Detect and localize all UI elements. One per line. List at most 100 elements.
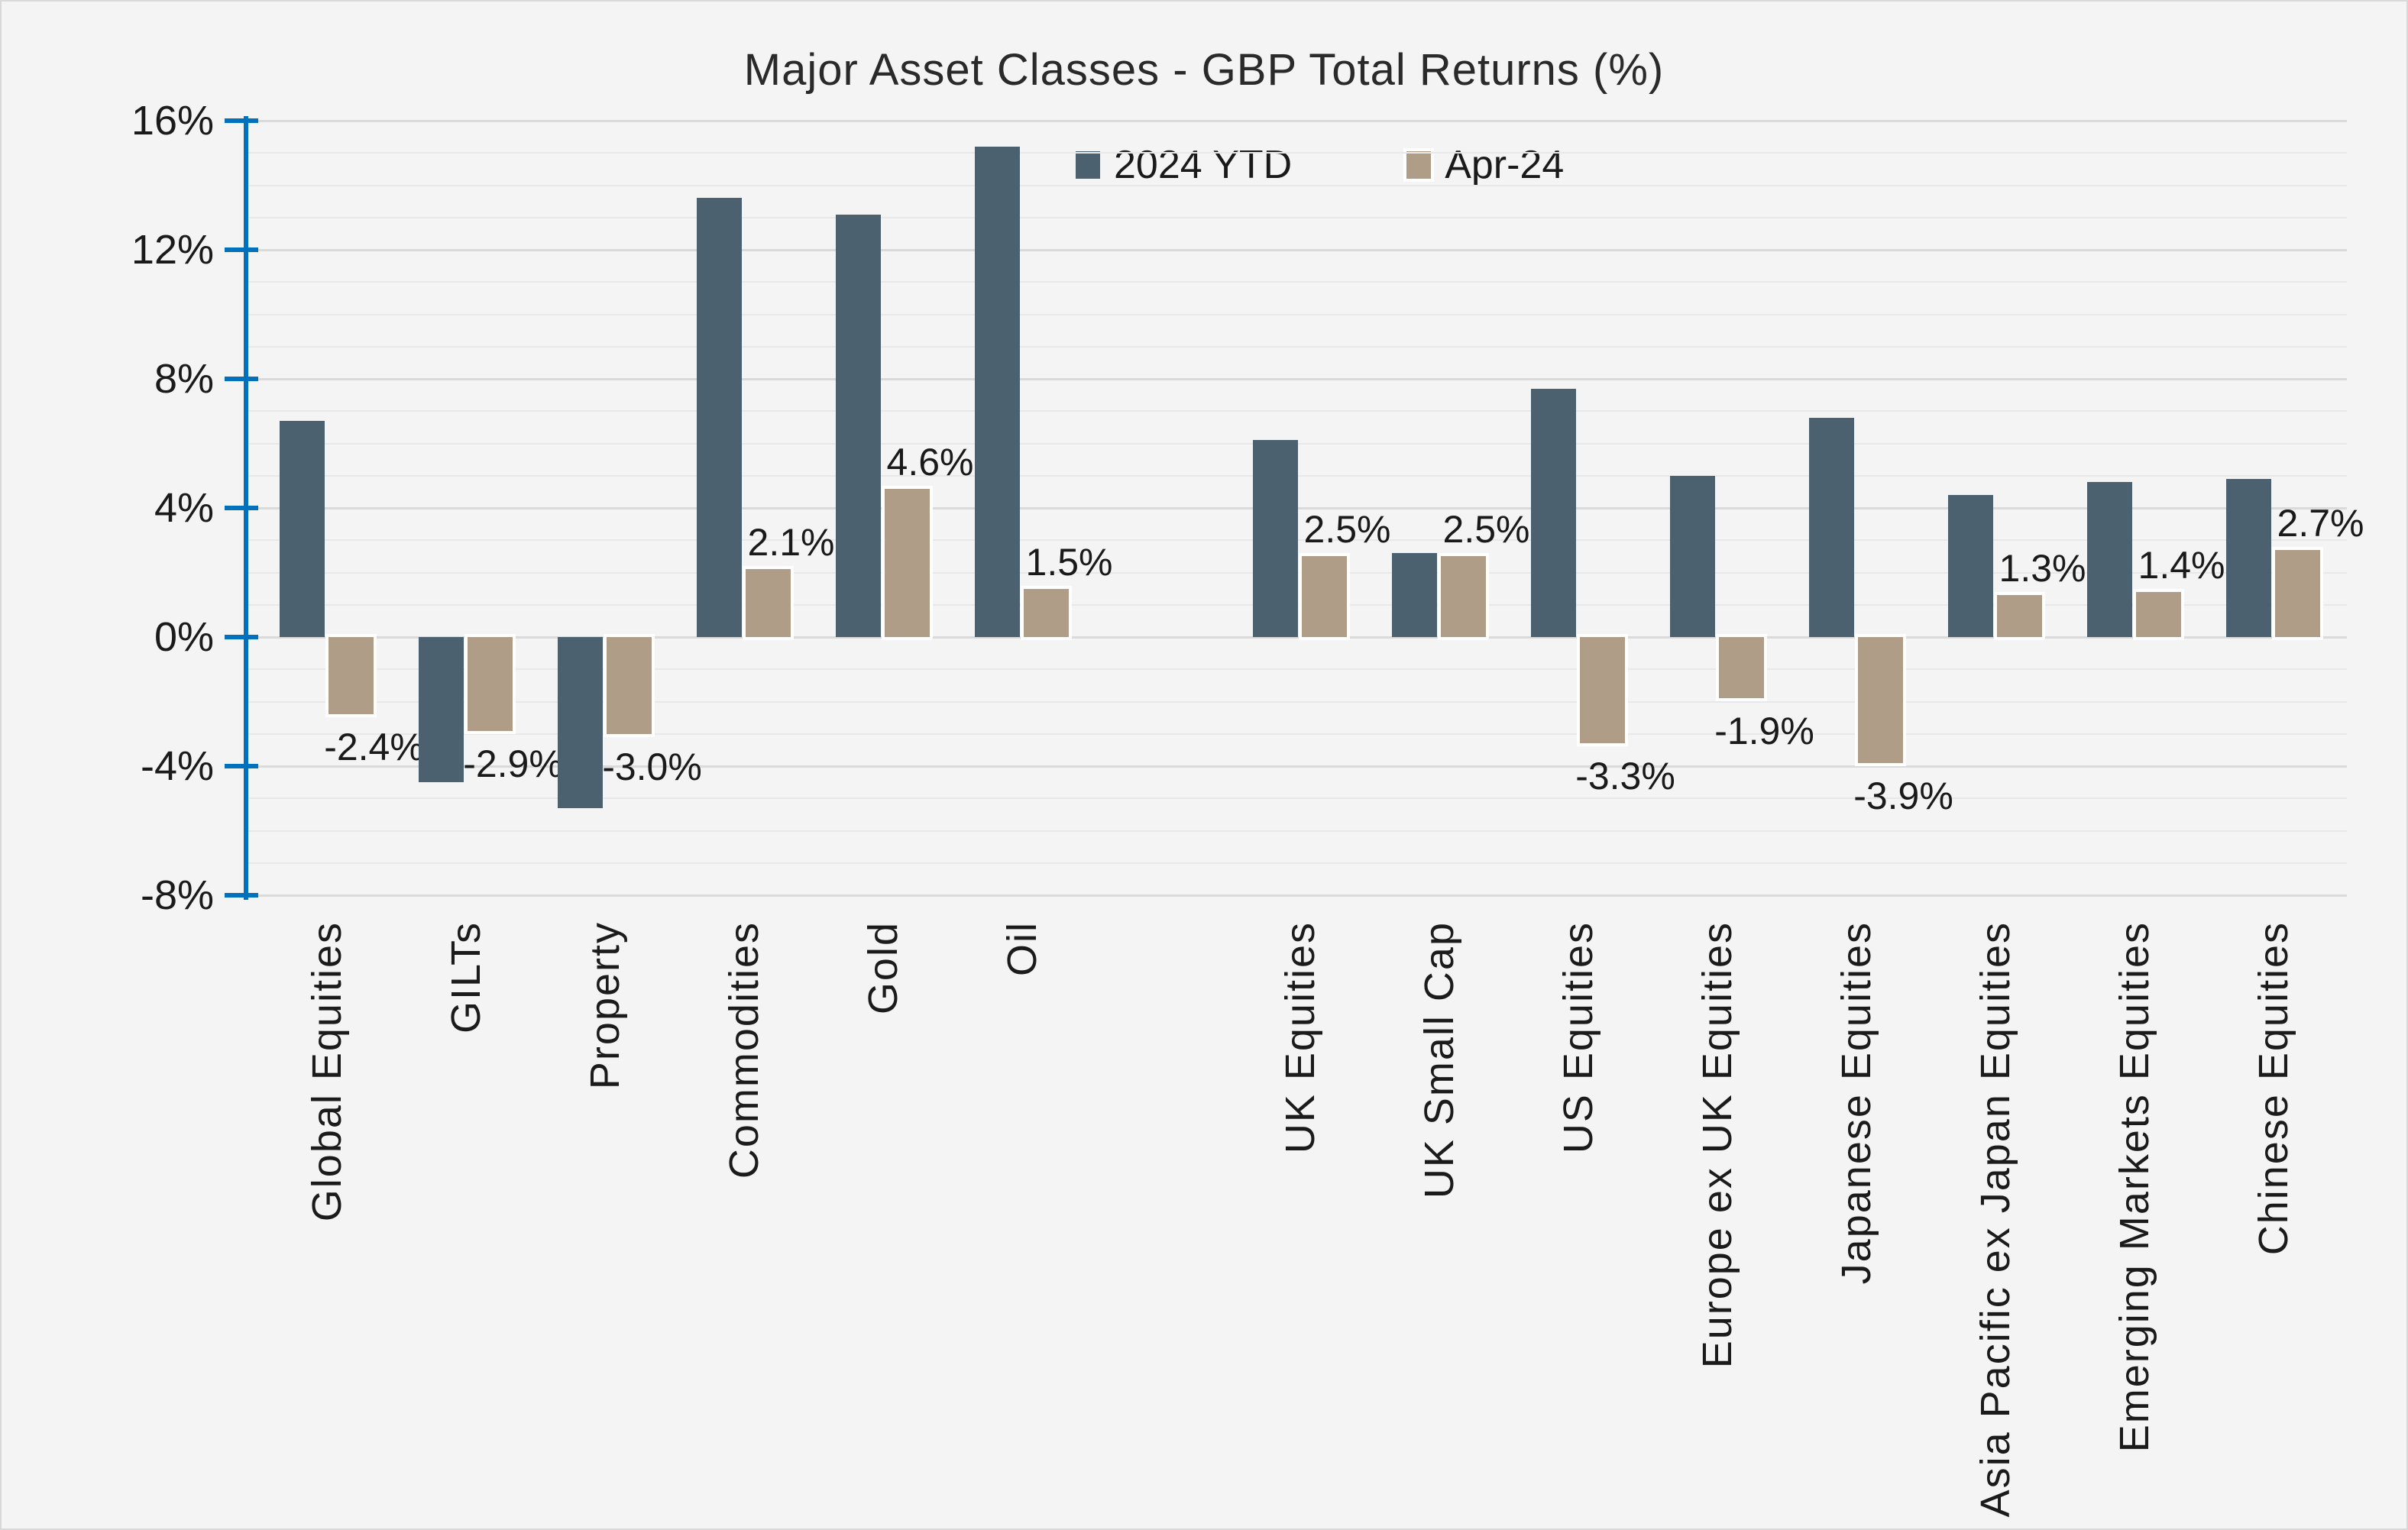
bar-apr-24-7: [1302, 556, 1347, 637]
bar-apr-24-3: [607, 637, 652, 734]
y-axis-tick: [225, 118, 258, 123]
bar-apr-24-14: [2275, 549, 2320, 637]
bar-apr-24-10: [1719, 637, 1764, 699]
category-label-wrap-7: UK Equities: [1275, 921, 1325, 1153]
category-label-3: Property: [581, 921, 628, 1090]
bar-apr-24-8: [1441, 556, 1486, 637]
bar-2024-ytd-14: [2226, 478, 2271, 637]
category-label-wrap-1: Global Equities: [302, 921, 352, 1221]
data-label-apr-24-1: -2.4%: [324, 726, 424, 769]
y-axis-tick-label: 0%: [154, 614, 214, 660]
category-label-wrap-12: Asia Pacific ex Japan Equities: [1970, 921, 2021, 1517]
data-label-apr-24-7: 2.5%: [1303, 508, 1391, 552]
category-label-6: Oil: [998, 921, 1045, 976]
legend-label-2024-ytd: 2024 YTD: [1114, 143, 1293, 187]
gridline-11pct: [246, 281, 2347, 283]
category-label-wrap-14: Chinese Equities: [2248, 921, 2299, 1255]
chart-title: Major Asset Classes - GBP Total Returns …: [743, 45, 1665, 95]
category-label-wrap-2: GILTs: [441, 921, 491, 1033]
category-label-5: Gold: [859, 921, 906, 1015]
gridline-0pct: [246, 636, 2347, 639]
gridline-7pct: [246, 410, 2347, 412]
data-label-apr-24-10: -1.9%: [1714, 710, 1814, 753]
gridline-15pct: [246, 152, 2347, 154]
gridline-9pct: [246, 345, 2347, 348]
y-axis-tick: [225, 506, 258, 510]
data-label-apr-24-3: -3.0%: [602, 745, 702, 788]
bar-2024-ytd-13: [2087, 482, 2132, 637]
category-label-7: UK Equities: [1277, 921, 1323, 1154]
bar-2024-ytd-6: [975, 146, 1020, 637]
y-axis-tick-label: -8%: [140, 872, 214, 918]
category-label-wrap-13: Emerging Markets Equities: [2109, 921, 2160, 1452]
bar-apr-24-11: [1858, 637, 1903, 763]
gridline--8pct: [246, 894, 2347, 897]
data-label-apr-24-2: -2.9%: [463, 742, 563, 785]
y-axis-tick-label: 4%: [154, 485, 214, 531]
category-label-1: Global Equities: [303, 921, 350, 1222]
legend-swatch-apr-24: [1406, 151, 1432, 179]
data-label-apr-24-8: 2.5%: [1442, 508, 1530, 552]
bar-2024-ytd-8: [1392, 553, 1437, 637]
y-axis-tick: [225, 635, 258, 639]
category-label-wrap-3: Property: [580, 921, 630, 1089]
data-label-apr-24-13: 1.4%: [2138, 543, 2225, 587]
gridline--2pct: [246, 700, 2347, 703]
gridline-12pct: [246, 248, 2347, 251]
bar-2024-ytd-12: [1948, 495, 1993, 637]
data-label-apr-24-5: 4.6%: [886, 440, 974, 484]
bar-2024-ytd-7: [1253, 440, 1298, 637]
bar-apr-24-6: [1024, 588, 1069, 637]
y-axis-tick-label: -4%: [140, 743, 214, 789]
bar-2024-ytd-2: [419, 637, 464, 783]
bar-2024-ytd-1: [280, 420, 325, 637]
bar-2024-ytd-11: [1809, 417, 1854, 637]
gridline-16pct: [246, 119, 2347, 122]
bar-apr-24-9: [1580, 637, 1625, 744]
legend: 2024 YTD Apr-24: [1076, 142, 1564, 188]
data-label-apr-24-11: -3.9%: [1853, 774, 1953, 817]
category-label-wrap-5: Gold: [858, 921, 908, 1014]
y-axis-tick-label: 8%: [154, 356, 214, 402]
gridline--5pct: [246, 797, 2347, 800]
bar-apr-24-13: [2136, 591, 2181, 637]
category-label-wrap-9: US Equities: [1553, 921, 1604, 1153]
category-label-10: Europe ex UK Equities: [1694, 921, 1740, 1369]
bar-2024-ytd-9: [1531, 388, 1576, 637]
gridline-14pct: [246, 184, 2347, 186]
y-axis-tick: [225, 764, 258, 768]
gridline--7pct: [246, 862, 2347, 864]
y-axis-tick: [225, 377, 258, 381]
bar-2024-ytd-5: [836, 214, 881, 637]
category-label-14: Chinese Equities: [2250, 921, 2296, 1256]
category-label-12: Asia Pacific ex Japan Equities: [1972, 921, 2018, 1518]
category-label-wrap-8: UK Small Cap: [1414, 921, 1465, 1198]
gridline-8pct: [246, 377, 2347, 380]
bar-apr-24-4: [746, 569, 791, 637]
bar-apr-24-1: [329, 637, 374, 715]
bar-apr-24-12: [1997, 595, 2042, 637]
data-label-apr-24-9: -3.3%: [1575, 755, 1675, 798]
legend-label-apr-24: Apr-24: [1445, 143, 1565, 187]
legend-item-2024-ytd: 2024 YTD: [1076, 142, 1292, 188]
data-label-apr-24-14: 2.7%: [2277, 501, 2364, 545]
bar-apr-24-2: [468, 637, 513, 731]
category-label-wrap-10: Europe ex UK Equities: [1692, 921, 1743, 1368]
bar-2024-ytd-10: [1670, 475, 1715, 637]
y-axis-tick: [225, 893, 258, 898]
y-axis-tick-label: 16%: [131, 98, 214, 144]
category-label-wrap-6: Oil: [997, 921, 1047, 976]
gridline--1pct: [246, 668, 2347, 671]
category-label-13: Emerging Markets Equities: [2111, 921, 2157, 1453]
category-label-2: GILTs: [442, 921, 489, 1034]
y-axis-tick: [225, 247, 258, 252]
bar-2024-ytd-4: [697, 198, 742, 637]
gridline--3pct: [246, 733, 2347, 735]
data-label-apr-24-4: 2.1%: [747, 521, 835, 564]
data-label-apr-24-12: 1.3%: [1999, 547, 2086, 590]
y-axis-tick-label: 12%: [131, 227, 214, 273]
bar-2024-ytd-3: [558, 637, 603, 808]
bar-apr-24-5: [885, 488, 930, 637]
